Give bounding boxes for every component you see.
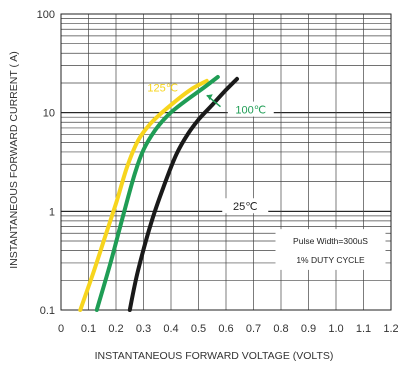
y-tick-label: 1 [49, 206, 55, 218]
y-tick-label: 100 [37, 9, 55, 21]
x-tick-label: 0.8 [273, 323, 288, 335]
x-tick-label: 0.7 [246, 323, 261, 335]
x-tick-label: 0.5 [191, 323, 206, 335]
series-line-100c [94, 75, 220, 312]
x-tick-label: 0 [58, 323, 64, 335]
plot-frame [60, 13, 392, 311]
annotation-pulse-width: Pulse Width=300uS [293, 236, 368, 246]
annotation-box [275, 229, 386, 270]
x-tick-label: 0.6 [218, 323, 233, 335]
y-tick-label: 10 [43, 108, 55, 120]
annotation-duty-cycle: 1% DUTY CYCLE [296, 255, 365, 265]
series-layer [78, 75, 239, 312]
tick-labels: 0 0.1 0.2 0.3 0.4 0.5 0.6 0.7 0.8 0.9 1.0 1.1 1.20.1… [37, 9, 398, 335]
x-tick-label: 0.9 [301, 323, 316, 335]
x-tick-label: 0.3 [136, 323, 151, 335]
series-labels: 125℃ 100℃ 25℃ [147, 83, 274, 214]
x-axis-label: INSTANTANEOUS FORWARD VOLTAGE (VOLTS) [95, 350, 334, 362]
series-line-25c [127, 76, 239, 312]
x-tick-label: 0.1 [81, 323, 96, 335]
x-tick-label: 1.2 [383, 323, 398, 335]
series-label-25c: 25℃ [233, 201, 258, 213]
series-line-125c [78, 78, 209, 312]
series-label-100c: 100℃ [235, 105, 266, 117]
x-tick-label: 0.4 [163, 323, 178, 335]
series-label-125c: 125℃ [147, 83, 178, 95]
y-tick-label: 0.1 [40, 305, 55, 317]
x-tick-label: 1.0 [328, 323, 343, 335]
y-axis-label: INSTANTANEOUS FORWARD CURRENT ( A) [8, 51, 20, 269]
series-label-arrowhead [206, 94, 213, 101]
x-tick-label: 0.2 [108, 323, 123, 335]
series-label-background [222, 198, 269, 214]
series-label-background [227, 101, 274, 117]
x-tick-label: 1.1 [356, 323, 371, 335]
